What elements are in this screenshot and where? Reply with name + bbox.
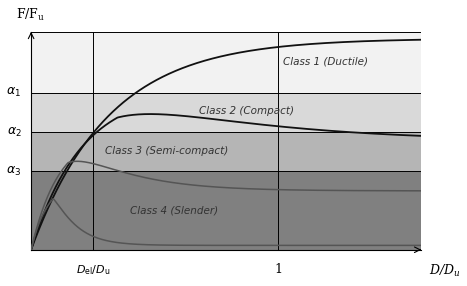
Bar: [31, 93, 421, 132]
Text: $D_{\rm el}/D_{\rm u}$: $D_{\rm el}/D_{\rm u}$: [76, 263, 110, 277]
Text: $\alpha_1$: $\alpha_1$: [7, 86, 21, 100]
Bar: [31, 171, 421, 250]
Text: $\alpha_2$: $\alpha_2$: [7, 126, 21, 139]
Text: D/D$_\mathregular{u}$: D/D$_\mathregular{u}$: [429, 263, 460, 279]
Text: Class 3 (Semi-compact): Class 3 (Semi-compact): [105, 146, 228, 156]
Text: F/F$_\mathregular{u}$: F/F$_\mathregular{u}$: [15, 7, 44, 23]
Bar: [31, 32, 421, 93]
Bar: [31, 132, 421, 171]
Text: $\alpha_3$: $\alpha_3$: [6, 165, 21, 178]
Text: Class 2 (Compact): Class 2 (Compact): [199, 106, 294, 116]
Text: Class 1 (Ductile): Class 1 (Ductile): [283, 56, 368, 66]
Text: Class 4 (Slender): Class 4 (Slender): [130, 206, 218, 216]
Text: 1: 1: [274, 263, 282, 276]
